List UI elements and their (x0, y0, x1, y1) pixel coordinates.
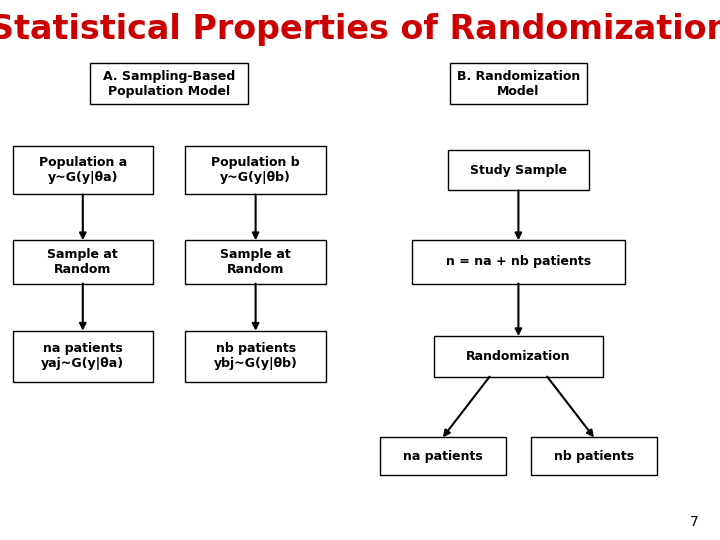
Text: n = na + nb patients: n = na + nb patients (446, 255, 591, 268)
Text: Population a
y~G(y|θa): Population a y~G(y|θa) (39, 156, 127, 184)
Text: nb patients: nb patients (554, 450, 634, 463)
Text: Randomization: Randomization (466, 350, 571, 363)
Text: Sample at
Random: Sample at Random (220, 248, 291, 276)
Text: Population b
y~G(y|θb): Population b y~G(y|θb) (211, 156, 300, 184)
FancyBboxPatch shape (412, 240, 624, 284)
FancyBboxPatch shape (185, 330, 325, 382)
FancyBboxPatch shape (13, 240, 153, 284)
FancyBboxPatch shape (450, 64, 587, 104)
FancyBboxPatch shape (433, 336, 603, 377)
Text: Statistical Properties of Randomization: Statistical Properties of Randomization (0, 14, 720, 46)
Text: nb patients
ybj~G(y|θb): nb patients ybj~G(y|θb) (214, 342, 297, 370)
FancyBboxPatch shape (380, 437, 505, 475)
Text: na patients: na patients (403, 450, 482, 463)
Text: B. Randomization
Model: B. Randomization Model (456, 70, 580, 98)
FancyBboxPatch shape (531, 437, 657, 475)
FancyBboxPatch shape (185, 146, 325, 194)
FancyBboxPatch shape (13, 146, 153, 194)
FancyBboxPatch shape (90, 64, 248, 104)
Text: Study Sample: Study Sample (470, 164, 567, 177)
FancyBboxPatch shape (448, 150, 588, 190)
FancyBboxPatch shape (13, 330, 153, 382)
Text: Sample at
Random: Sample at Random (48, 248, 118, 276)
FancyBboxPatch shape (185, 240, 325, 284)
Text: A. Sampling-Based
Population Model: A. Sampling-Based Population Model (103, 70, 235, 98)
Text: 7: 7 (690, 515, 698, 529)
Text: na patients
yaj~G(y|θa): na patients yaj~G(y|θa) (41, 342, 125, 370)
